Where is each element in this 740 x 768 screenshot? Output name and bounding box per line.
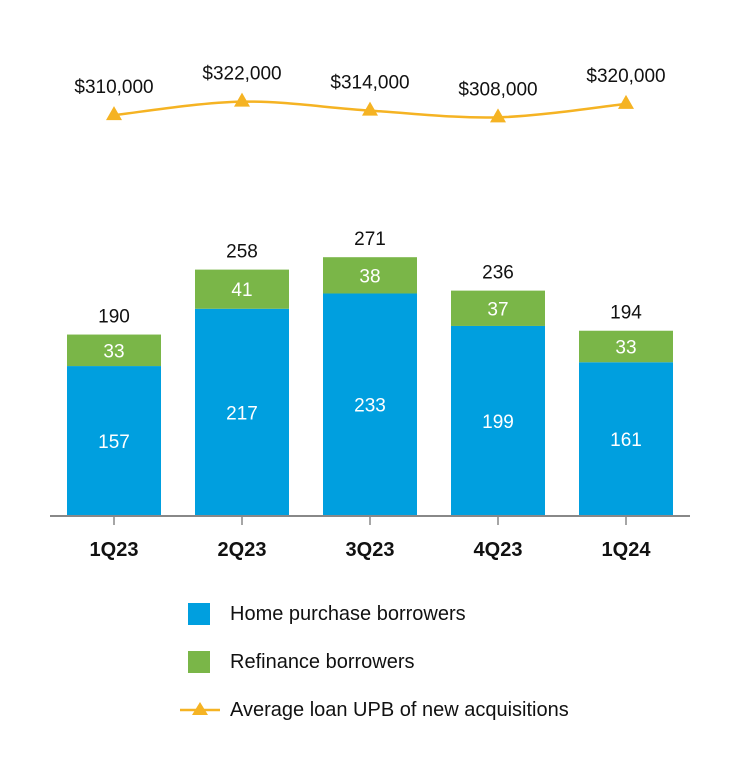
bar-refinance — [323, 257, 417, 294]
avg-loan-point-icon — [362, 101, 378, 116]
bar-label-refinance: 41 — [231, 280, 252, 301]
bar-label-refinance: 33 — [615, 337, 636, 358]
bar-total-label: 194 — [610, 303, 642, 324]
x-tick-label: 1Q23 — [90, 539, 139, 561]
legend-swatch-refinance — [188, 651, 210, 673]
bar-label-home-purchase: 233 — [354, 396, 386, 417]
bar-total-label: 258 — [226, 242, 258, 263]
avg-loan-data-label: $322,000 — [202, 64, 281, 85]
x-tick-label: 3Q23 — [346, 539, 395, 561]
avg-loan-point-icon — [234, 92, 250, 107]
legend-item-avg-loan: Average loan UPB of new acquisitions — [180, 686, 569, 734]
avg-loan-data-label: $314,000 — [330, 73, 409, 94]
bar-label-home-purchase: 199 — [482, 412, 514, 433]
legend-item-home-purchase: Home purchase borrowers — [180, 590, 569, 638]
bar-label-refinance: 33 — [103, 341, 124, 362]
avg-loan-data-label: $320,000 — [586, 66, 665, 87]
bar-refinance — [67, 334, 161, 367]
x-tick-label: 2Q23 — [218, 539, 267, 561]
x-tick-label: 4Q23 — [474, 539, 523, 561]
legend-item-refinance: Refinance borrowers — [180, 638, 569, 686]
avg-loan-point-icon — [490, 108, 506, 123]
legend-label-home-purchase: Home purchase borrowers — [230, 602, 466, 625]
bar-refinance — [579, 330, 673, 363]
bar-total-label: 271 — [354, 229, 386, 250]
avg-loan-point-icon — [106, 106, 122, 121]
bar-refinance — [451, 290, 545, 326]
bar-label-refinance: 37 — [487, 299, 508, 320]
bar-total-label: 236 — [482, 263, 514, 284]
avg-loan-data-label: $308,000 — [458, 79, 537, 100]
legend: Home purchase borrowers Refinance borrow… — [180, 590, 569, 734]
borrower-chart: 157 33 190 1Q23 217 41 258 2Q23 233 38 271 3Q23 199 3… — [50, 64, 690, 561]
bar-label-home-purchase: 217 — [226, 403, 258, 424]
bar-label-home-purchase: 157 — [98, 432, 130, 453]
legend-label-refinance: Refinance borrowers — [230, 650, 415, 673]
x-tick-label: 1Q24 — [602, 539, 652, 561]
bar-total-label: 190 — [98, 307, 130, 328]
legend-label-avg-loan: Average loan UPB of new acquisitions — [230, 698, 569, 721]
avg-loan-data-label: $310,000 — [74, 77, 153, 98]
bar-label-refinance: 38 — [359, 266, 380, 287]
bar-refinance — [195, 269, 289, 309]
legend-line-marker-icon — [180, 698, 220, 722]
bar-home-purchase — [67, 366, 161, 516]
bar-home-purchase — [451, 325, 545, 516]
bar-home-purchase — [579, 362, 673, 516]
bar-label-home-purchase: 161 — [610, 430, 642, 451]
bar-home-purchase — [195, 308, 289, 516]
legend-swatch-home-purchase — [188, 603, 210, 625]
bar-home-purchase — [323, 293, 417, 516]
avg-loan-point-icon — [618, 94, 634, 109]
